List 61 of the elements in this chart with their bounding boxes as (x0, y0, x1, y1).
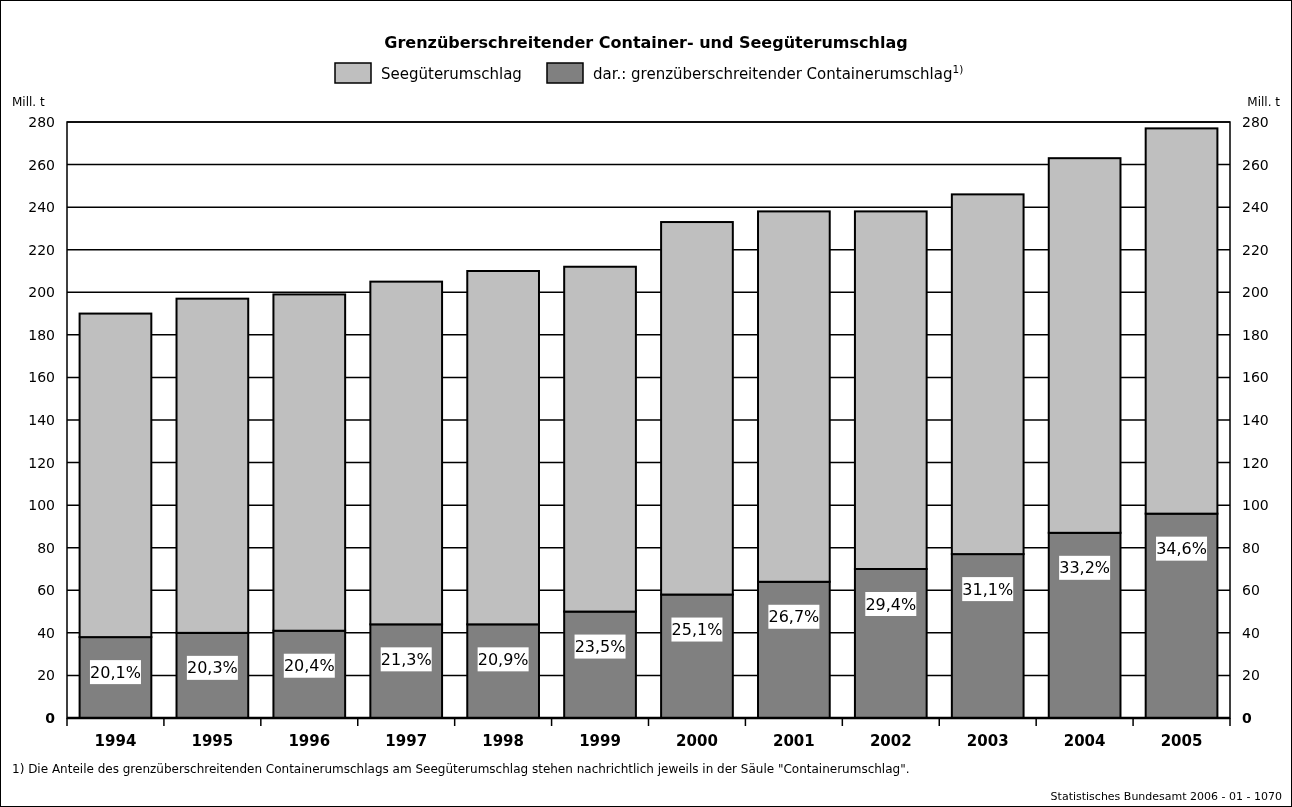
y2-tick-label: 80 (1242, 539, 1260, 556)
annotation: 26,7% (768, 607, 820, 627)
y2-tick-label: 240 (1242, 199, 1269, 216)
y-tick-label: 20 (37, 667, 55, 684)
x-tick-label: 2004 (1063, 732, 1106, 750)
x-tick-label: 1997 (385, 732, 428, 750)
x-tick-label: 2005 (1160, 732, 1203, 750)
y2-tick-label: 20 (1242, 667, 1260, 684)
y-axis-title: Mill. t (12, 95, 45, 109)
annotation: 29,4% (865, 594, 917, 614)
y2-tick-label: 0 (1242, 710, 1252, 726)
y2-tick-label: 280 (1242, 114, 1269, 130)
y2-tick-label: 160 (1242, 369, 1269, 386)
y-tick-label: 40 (37, 624, 55, 641)
x-tick-label: 1994 (94, 732, 137, 750)
y-tick-label: 160 (28, 369, 55, 386)
text: Statistisches Bundesamt 2006 - 01 - 1070 (1050, 790, 1282, 803)
y-tick-label: 240 (28, 199, 55, 216)
x-tick-label: 2001 (773, 732, 815, 750)
y2-tick-label: 180 (1242, 326, 1269, 343)
y-tick-label: 100 (28, 497, 55, 514)
annotation: 34,6% (1156, 539, 1207, 559)
y2-tick-label: 200 (1242, 284, 1269, 301)
y-tick-label: 280 (28, 114, 55, 130)
y2-tick-label: 140 (1242, 412, 1269, 428)
x-tick-label: 2000 (676, 732, 718, 750)
y2-tick-label: 120 (1242, 454, 1269, 471)
y-tick-label: 200 (28, 284, 55, 301)
y-tick-label: 260 (28, 156, 55, 173)
y2-axis-title: Mill. t (1247, 95, 1281, 109)
text: 1) Die Anteile des grenzüberschreitenden Containerumschlags am Seegüterumschlag stehen nachrichtlich jeweils in der Säule "Containerumschlag". (12, 762, 910, 776)
annotation: 23,5% (574, 637, 626, 657)
y-tick-label: 140 (28, 412, 55, 428)
y2-tick-label: 220 (1242, 241, 1269, 258)
y-tick-label: 80 (37, 539, 55, 556)
x-tick-label: 2002 (869, 732, 912, 750)
x-tick-label: 2003 (966, 732, 1009, 750)
y2-tick-label: 100 (1242, 497, 1269, 514)
y2-tick-label: 60 (1242, 582, 1260, 599)
y2-tick-label: 260 (1242, 156, 1269, 173)
y2-tick-label: 40 (1242, 624, 1260, 641)
annotation: 25,1% (671, 620, 723, 640)
x-tick-label: 1995 (191, 732, 234, 750)
y-tick-label: 0 (45, 710, 56, 726)
x-tick-label: 1999 (579, 732, 621, 750)
annotation: 20,1% (90, 662, 141, 682)
y-tick-label: 120 (28, 454, 55, 471)
y-tick-label: 60 (37, 582, 55, 599)
legend-label: dar.: grenzüberschreitender Containerumschlag$^{1)}$ (593, 63, 964, 83)
annotation: 33,2% (1059, 558, 1111, 578)
annotation: 20,9% (477, 649, 529, 669)
legend-label: Seegüterumschlag (381, 65, 522, 83)
x-tick-label: 1996 (288, 732, 331, 750)
x-tick-label: 1998 (482, 732, 524, 750)
y-tick-label: 220 (28, 241, 55, 258)
annotation: 31,1% (962, 579, 1014, 599)
annotation: 20,3% (186, 658, 238, 678)
chart-title: Grenzüberschreitender Container- und Seegüterumschlag (384, 33, 908, 52)
y-tick-label: 180 (28, 326, 55, 343)
annotation: 21,3% (380, 649, 432, 669)
annotation: 20,4% (283, 656, 335, 676)
